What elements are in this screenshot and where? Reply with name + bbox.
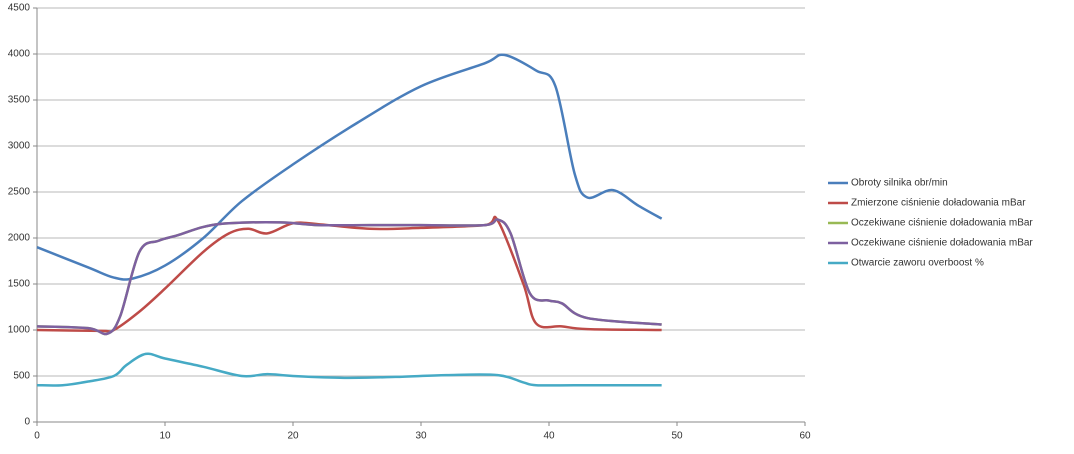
x-tick-label: 20 (287, 431, 299, 442)
legend-label: Otwarcie zaworu overboost % (851, 258, 984, 269)
y-tick-label: 1000 (8, 325, 31, 336)
y-tick-label: 500 (13, 371, 30, 382)
x-tick-label: 10 (159, 431, 171, 442)
y-tick-label: 2000 (8, 233, 31, 244)
y-tick-label: 1500 (8, 279, 31, 290)
x-tick-label: 40 (543, 431, 555, 442)
y-tick-label: 4500 (8, 3, 31, 14)
legend-label: Zmierzone ciśnienie doładowania mBar (851, 198, 1026, 209)
x-tick-label: 30 (415, 431, 427, 442)
legend-label: Oczekiwane ciśnienie doładowania mBar (851, 238, 1033, 249)
series-line (36, 218, 662, 336)
y-tick-label: 3000 (8, 141, 31, 152)
legend-label: Obroty silnika obr/min (851, 178, 948, 189)
legend-label: Oczekiwane ciśnienie doładowania mBar (851, 218, 1033, 229)
y-tick-label: 4000 (8, 49, 31, 60)
y-tick-label: 3500 (8, 95, 31, 106)
x-tick-label: 60 (799, 431, 811, 442)
series-line (36, 352, 662, 387)
y-tick-label: 2500 (8, 187, 31, 198)
y-tick-label: 0 (24, 417, 30, 428)
series-line (36, 215, 662, 333)
x-tick-label: 0 (34, 431, 40, 442)
x-tick-label: 50 (671, 431, 683, 442)
series-line (36, 53, 663, 281)
